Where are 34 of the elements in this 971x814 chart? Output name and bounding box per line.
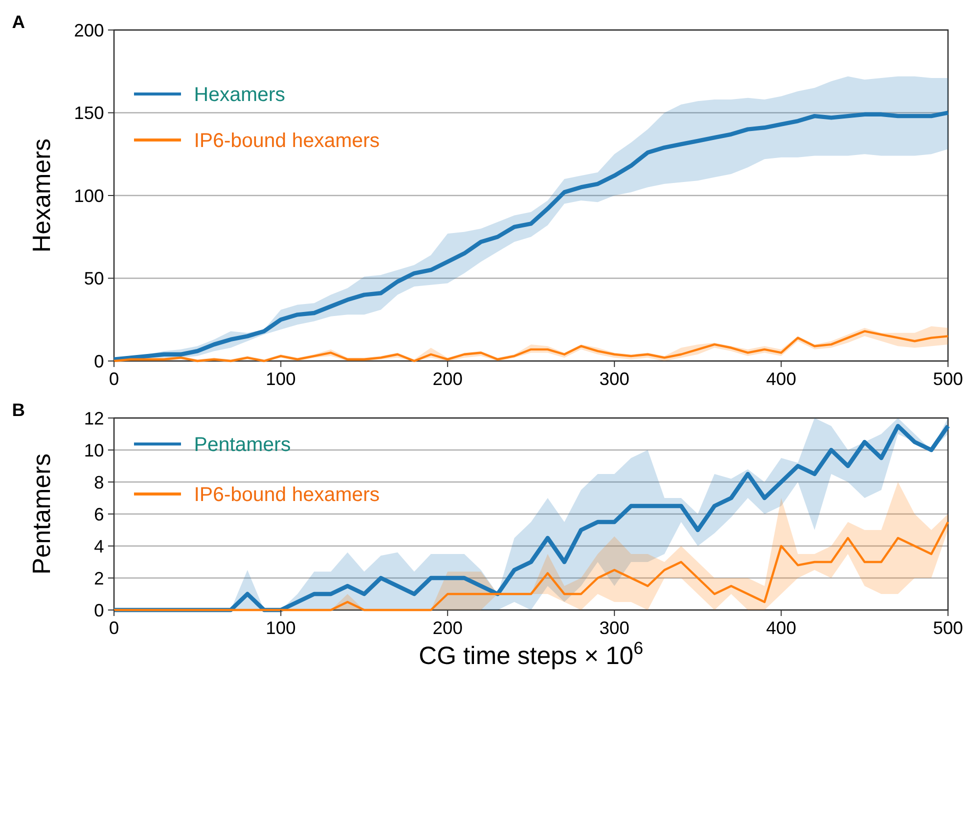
x-tick-label: 400 — [766, 618, 796, 638]
chart-title: B — [12, 400, 25, 420]
y-tick-label: 0 — [94, 351, 104, 372]
x-tick-label: 500 — [932, 369, 964, 389]
y-tick-label: 100 — [74, 186, 104, 206]
x-tick-label: 200 — [432, 369, 463, 389]
legend-label: Pentamers — [194, 434, 291, 456]
x-tick-label: 0 — [108, 369, 120, 389]
x-tick-label: 500 — [932, 618, 964, 638]
y-tick-label: 200 — [74, 20, 104, 40]
x-tick-label: 100 — [266, 618, 296, 638]
y-tick-label: 4 — [94, 536, 104, 556]
y-tick-label: 8 — [94, 472, 104, 492]
y-tick-label: 150 — [74, 103, 104, 124]
legend-label: Hexamers — [194, 84, 286, 106]
y-tick-label: 0 — [94, 600, 104, 620]
x-axis-title: CG time steps × 10$^{6}$ — [418, 638, 644, 670]
legend-label: IP6-bound hexamers — [194, 130, 380, 152]
x-tick-label: 100 — [266, 369, 296, 389]
y-tick-label: 6 — [94, 504, 104, 524]
line-series — [112, 520, 950, 612]
chart-title: A — [12, 12, 25, 32]
x-tick-label: 400 — [766, 369, 796, 389]
y-tick-label: 2 — [94, 568, 104, 588]
x-tick-label: 300 — [599, 369, 630, 389]
y-tick-label: 12 — [84, 408, 104, 428]
x-tick-label: 0 — [108, 618, 120, 638]
y-axis-title: Pentamers — [28, 454, 56, 574]
y-tick-label: 10 — [84, 440, 104, 460]
y-tick-label: 50 — [84, 268, 104, 289]
x-tick-label: 200 — [432, 618, 463, 638]
legend-label: IP6-bound hexamers — [194, 484, 380, 506]
x-tick-label: 300 — [599, 618, 630, 638]
y-axis-title: Hexamers — [28, 138, 56, 252]
